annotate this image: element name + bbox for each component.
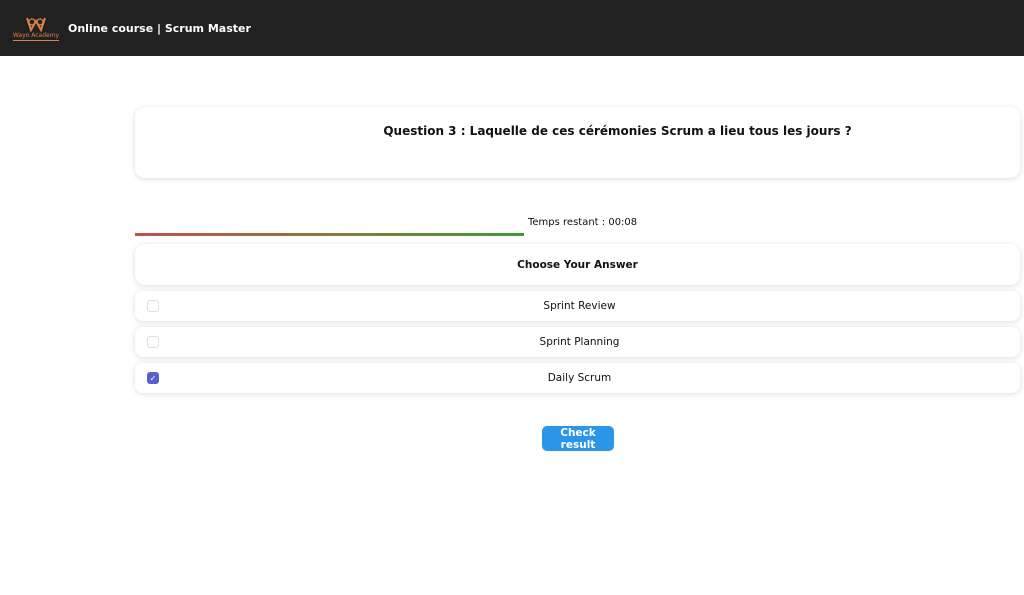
- answer-option[interactable]: Sprint Planning: [135, 327, 1020, 357]
- answers-heading: Choose Your Answer: [517, 258, 638, 271]
- top-bar: Wayo Academy Online course | Scrum Maste…: [0, 0, 1024, 56]
- page-title: Online course | Scrum Master: [68, 21, 251, 35]
- answer-option[interactable]: ✓ Daily Scrum: [135, 363, 1020, 393]
- question-text: Question 3 : Laquelle de ces cérémonies …: [383, 124, 852, 138]
- checkbox[interactable]: [147, 300, 159, 312]
- answer-label: Sprint Planning: [539, 336, 620, 348]
- wayo-academy-logo[interactable]: Wayo Academy: [8, 16, 64, 41]
- question-card: Question 3 : Laquelle de ces cérémonies …: [135, 107, 1020, 178]
- checkbox-checked[interactable]: ✓: [147, 372, 159, 384]
- timer-progress-bar: [135, 233, 1020, 236]
- answer-label: Daily Scrum: [547, 372, 612, 384]
- logo-icon: [26, 17, 46, 32]
- answer-label: Sprint Review: [543, 300, 616, 312]
- timer-progress-fill: [135, 233, 525, 236]
- answers-heading-card: Choose Your Answer: [135, 244, 1020, 285]
- check-result-button[interactable]: Check result: [542, 426, 614, 451]
- time-remaining: Temps restant : 00:08: [528, 217, 638, 228]
- logo-text: Wayo Academy: [12, 31, 60, 41]
- answer-option[interactable]: Sprint Review: [135, 291, 1020, 321]
- checkbox[interactable]: [147, 336, 159, 348]
